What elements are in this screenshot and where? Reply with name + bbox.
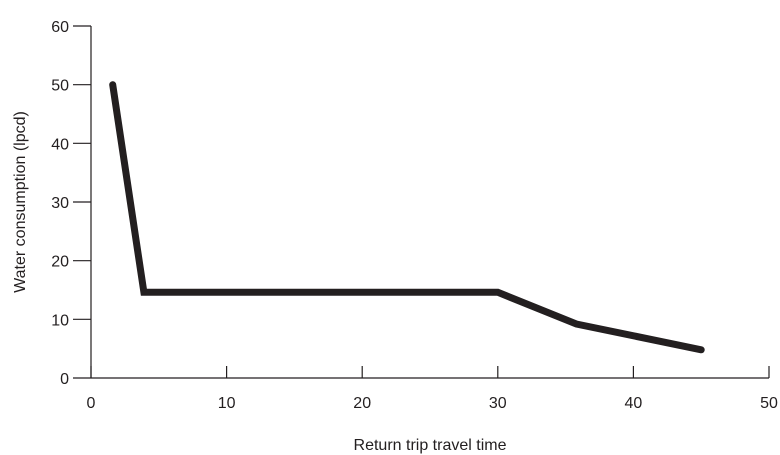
y-tick-label: 20: [51, 254, 69, 271]
x-tick-label: 50: [760, 395, 778, 412]
x-axis-title: Return trip travel time: [354, 437, 507, 454]
x-tick-label: 30: [489, 395, 507, 412]
x-tick-label: 40: [625, 395, 643, 412]
ticks: 0 10 20 30 40 50 0 10 20 30 40 50 60: [51, 19, 778, 412]
y-tick-label: 40: [51, 136, 69, 153]
x-tick-label: 10: [218, 395, 236, 412]
y-tick-label: 50: [51, 78, 69, 95]
x-tick-label: 0: [87, 395, 96, 412]
series-layer: [109, 81, 705, 354]
y-tick-label: 30: [51, 195, 69, 212]
y-tick-label: 0: [60, 371, 69, 388]
series-line: [109, 81, 705, 354]
x-tick-label: 20: [353, 395, 371, 412]
y-tick-label: 60: [51, 19, 69, 36]
y-tick-label: 10: [51, 312, 69, 329]
axes: [90, 26, 769, 379]
y-axis-title: Water consumption (lpcd): [12, 111, 29, 293]
